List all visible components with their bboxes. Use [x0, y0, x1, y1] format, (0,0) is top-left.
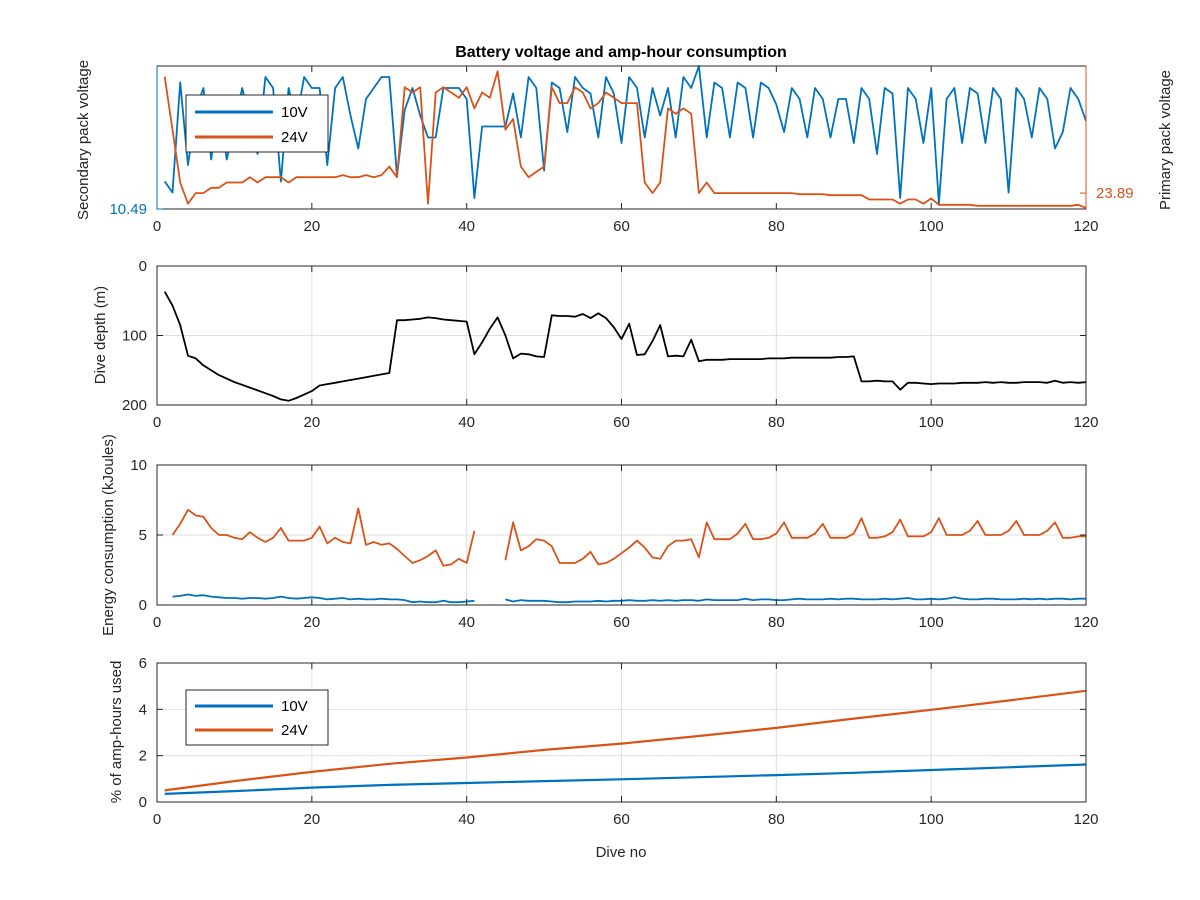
- y-tick-label: 0: [139, 794, 147, 811]
- legend-label-24v: 24V: [281, 129, 308, 146]
- series-line-24v: [163, 70, 1087, 209]
- x-tick-label: 80: [768, 414, 785, 431]
- x-tick-label: 20: [303, 218, 320, 235]
- y-tick-label-left: 10.49: [109, 201, 147, 218]
- series-line-10v: [163, 65, 1087, 205]
- series-line-10v: [164, 763, 1087, 795]
- legend-voltage: 10V 24V: [185, 94, 329, 153]
- x-tick-label: 100: [919, 414, 944, 431]
- x-tick-label: 0: [153, 811, 161, 828]
- x-tick-label: 80: [768, 218, 785, 235]
- x-tick-label: 40: [458, 414, 475, 431]
- x-tick-label: 100: [919, 614, 944, 631]
- y-label-energy: Energy consumption (kJoules): [100, 434, 117, 636]
- x-tick-label: 0: [153, 414, 161, 431]
- legend-label-24v: 24V: [281, 722, 308, 739]
- energy-panel: 0 20 40 60 80 100 120 0 5 10: [130, 457, 1098, 631]
- x-tick-label: 120: [1073, 614, 1098, 631]
- y-tick-label: 6: [139, 655, 147, 672]
- x-tick-label: 20: [303, 614, 320, 631]
- x-tick-label: 80: [768, 614, 785, 631]
- y-tick-label: 2: [139, 748, 147, 765]
- series-line-24v: [171, 507, 1086, 567]
- y-tick-label: 100: [122, 328, 147, 345]
- legend-label-10v: 10V: [281, 104, 308, 121]
- x-tick-label: 100: [919, 811, 944, 828]
- depth-panel: 0 20 40 60 80 100 120 0 100 200: [122, 258, 1099, 431]
- x-tick-label: 60: [613, 614, 630, 631]
- x-tick-label: 40: [458, 811, 475, 828]
- x-tick-label: 120: [1073, 414, 1098, 431]
- x-tick-label: 60: [613, 218, 630, 235]
- x-tick-label: 60: [613, 811, 630, 828]
- x-tick-label: 0: [153, 218, 161, 235]
- x-tick-label: 40: [458, 218, 475, 235]
- x-tick-label: 60: [613, 414, 630, 431]
- x-tick-label: 20: [303, 811, 320, 828]
- legend-box: [185, 689, 329, 746]
- y-label-secondary-voltage: Secondary pack voltage: [75, 60, 92, 220]
- chart-title: Battery voltage and amp-hour consumption: [455, 44, 787, 61]
- y-tick-label-right: 23.89: [1096, 185, 1134, 202]
- x-label-dive-no: Dive no: [596, 844, 647, 861]
- x-tick-label: 40: [458, 614, 475, 631]
- y-label-dive-depth: Dive depth (m): [92, 286, 109, 384]
- series-line-depth: [163, 291, 1087, 402]
- y-tick-label: 0: [139, 597, 147, 614]
- y-tick-label: 5: [139, 527, 147, 544]
- legend-box: [185, 94, 329, 153]
- x-tick-label: 100: [919, 218, 944, 235]
- x-tick-label: 120: [1073, 811, 1098, 828]
- y-tick-label: 4: [139, 701, 147, 718]
- y-tick-label: 0: [139, 258, 147, 275]
- x-tick-label: 120: [1073, 218, 1098, 235]
- x-tick-label: 20: [303, 414, 320, 431]
- legend-label-10v: 10V: [281, 698, 308, 715]
- y-tick-label: 200: [122, 397, 147, 414]
- series-line-10v: [172, 593, 1086, 604]
- y-label-primary-voltage: Primary pack voltage: [1157, 70, 1174, 210]
- x-tick-label: 80: [768, 811, 785, 828]
- series-line-24v: [164, 689, 1087, 792]
- y-label-amp-hours: % of amp-hours used: [108, 661, 125, 804]
- legend-amp-hours: 10V 24V: [185, 689, 329, 746]
- x-tick-label: 0: [153, 614, 161, 631]
- y-tick-label: 10: [130, 457, 147, 474]
